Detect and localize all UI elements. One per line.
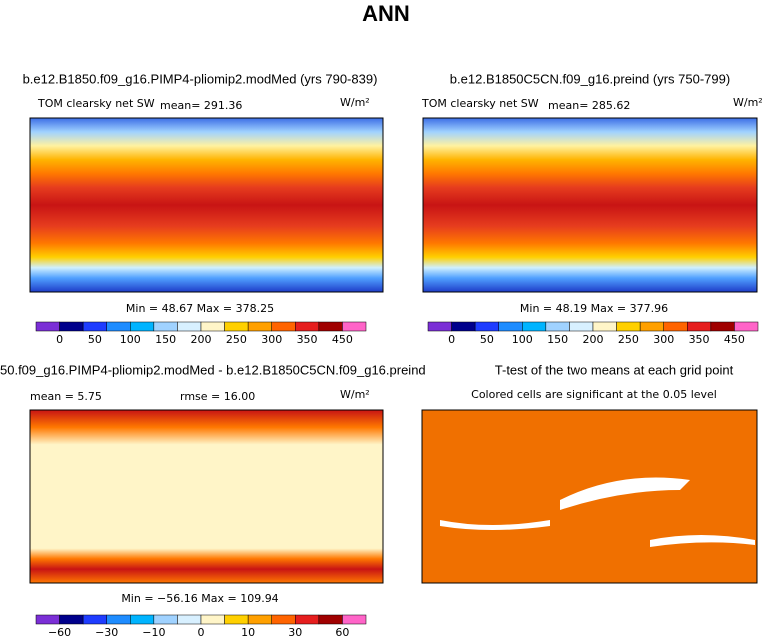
colorbar-label: 250 [226, 333, 247, 346]
panel-title: 50.f09_g16.PIMP4-pliomip2.modMed - b.e12… [0, 362, 426, 377]
colorbar-label: 200 [583, 333, 604, 346]
colorbar-label: 250 [618, 333, 639, 346]
colorbar-box [106, 614, 131, 625]
mean: mean= 285.62 [548, 99, 630, 112]
colorbar-box [82, 321, 107, 332]
colorbar-box [271, 614, 296, 625]
panel-title: b.e12.B1850C5CN.f09_g16.preind (yrs 750-… [450, 71, 730, 86]
colorbar-box [318, 321, 343, 332]
units: W/m² [340, 388, 370, 401]
units: W/m² [340, 96, 370, 109]
insignificant-area [440, 477, 755, 547]
colorbar-box [710, 321, 735, 332]
colorbar-box [130, 614, 155, 625]
colorbar-box [318, 614, 343, 625]
colorbar-box [200, 321, 225, 332]
colorbar-box [177, 321, 202, 332]
stats: Min = 48.67 Max = 378.25 [126, 302, 274, 315]
colorbar-box [35, 614, 60, 625]
colorbar-box [342, 321, 367, 332]
colorbar-label: 150 [155, 333, 176, 346]
colorbar-label: 100 [120, 333, 141, 346]
colorbar-box [295, 321, 320, 332]
colorbar-label: 300 [653, 333, 674, 346]
colorbar-label: 10 [241, 626, 255, 639]
figure-title: ANN [362, 1, 410, 26]
panel-title: b.e12.B1850.f09_g16.PIMP4-pliomip2.modMe… [23, 71, 378, 86]
stats: Min = 48.19 Max = 377.96 [520, 302, 668, 315]
colorbar-box [522, 321, 547, 332]
colorbar-label: 30 [288, 626, 302, 639]
colorbar-label: −30 [95, 626, 118, 639]
colorbar-box [153, 614, 178, 625]
colorbar-box [177, 614, 202, 625]
rmse: rmse = 16.00 [180, 390, 255, 403]
colorbar-box [106, 321, 131, 332]
colorbar-box [130, 321, 155, 332]
colorbar-label: 50 [480, 333, 494, 346]
colorbar-box [734, 321, 759, 332]
colorbar-label: 0 [56, 333, 63, 346]
colorbar-box [474, 321, 499, 332]
variable: TOM clearsky net SW [421, 97, 539, 110]
colorbar-box [59, 321, 84, 332]
colorbar-label: 0 [198, 626, 205, 639]
colorbar-label: 200 [191, 333, 212, 346]
map [422, 117, 758, 293]
subtitle: Colored cells are significant at the 0.0… [471, 388, 717, 401]
stats: Min = −56.16 Max = 109.94 [121, 592, 278, 605]
mean: mean = 5.75 [30, 390, 102, 403]
colorbar-label: 150 [547, 333, 568, 346]
colorbar-label: −10 [142, 626, 165, 639]
units: W/m² [733, 96, 763, 109]
colorbar-box [82, 614, 107, 625]
colorbar-label: −60 [48, 626, 71, 639]
colorbar-box [545, 321, 570, 332]
colorbar-box [616, 321, 641, 332]
colorbar-box [200, 614, 225, 625]
colorbar-label: 0 [448, 333, 455, 346]
colorbar-box [59, 614, 84, 625]
colorbar-label: 50 [88, 333, 102, 346]
colorbar-box [342, 614, 367, 625]
colorbar-box [639, 321, 664, 332]
colorbar-box [247, 321, 272, 332]
colorbar-label: 350 [689, 333, 710, 346]
map [29, 409, 384, 584]
colorbar-box [569, 321, 594, 332]
colorbar-label: 100 [512, 333, 533, 346]
colorbar-box [153, 321, 178, 332]
variable: TOM clearsky net SW [37, 97, 155, 110]
colorbar-label: 300 [261, 333, 282, 346]
colorbar-box [498, 321, 523, 332]
colorbar-box [247, 614, 272, 625]
colorbar-box [663, 321, 688, 332]
colorbar-box [224, 614, 249, 625]
colorbar-label: 350 [297, 333, 318, 346]
colorbar-label: 450 [332, 333, 353, 346]
panel-title: T-test of the two means at each grid poi… [495, 362, 734, 377]
colorbar-box [687, 321, 712, 332]
colorbar-box [427, 321, 452, 332]
colorbar-box [592, 321, 617, 332]
colorbar-label: 450 [724, 333, 745, 346]
colorbar-box [295, 614, 320, 625]
map [29, 117, 384, 293]
colorbar-box [224, 321, 249, 332]
colorbar-box [451, 321, 476, 332]
mean: mean= 291.36 [160, 99, 242, 112]
colorbar-label: 60 [335, 626, 349, 639]
colorbar-box [35, 321, 60, 332]
colorbar-box [271, 321, 296, 332]
